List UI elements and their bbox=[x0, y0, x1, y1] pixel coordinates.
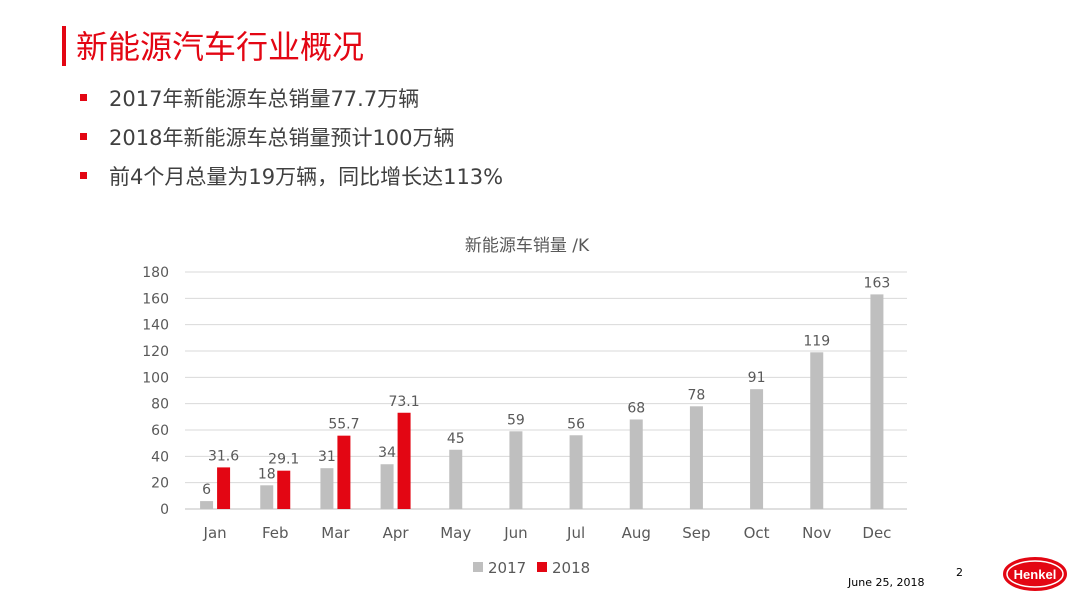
x-tick-label: Jun bbox=[503, 524, 527, 542]
bar-2017-feb bbox=[260, 485, 274, 509]
bar-2017-jul bbox=[569, 435, 583, 509]
bar-2017-nov bbox=[810, 352, 824, 509]
logo-text: Henkel bbox=[1014, 567, 1057, 582]
bar-2017-apr bbox=[380, 464, 394, 509]
x-tick-label: Jan bbox=[203, 524, 227, 542]
data-label: 91 bbox=[748, 370, 766, 386]
slide-date: June 25, 2018 bbox=[848, 576, 925, 589]
legend-swatch-2017 bbox=[473, 562, 483, 572]
data-label: 31 bbox=[318, 449, 336, 465]
chart-title: 新能源车销量 /K bbox=[465, 236, 590, 256]
bullet-item: 2017年新能源车总销量77.7万辆 bbox=[80, 78, 503, 117]
bullet-square-icon bbox=[80, 133, 87, 140]
bullet-item: 前4个月总量为19万辆，同比增长达113% bbox=[80, 156, 503, 195]
x-tick-label: Feb bbox=[262, 524, 289, 542]
y-tick-label: 20 bbox=[151, 476, 169, 492]
bullet-list: 2017年新能源车总销量77.7万辆 2018年新能源车总销量预计100万辆 前… bbox=[80, 78, 503, 195]
page-number: 2 bbox=[956, 566, 963, 579]
legend-swatch-2018 bbox=[537, 562, 547, 572]
x-tick-label: Aug bbox=[622, 524, 651, 542]
title-accent-bar bbox=[62, 26, 66, 66]
legend-label-2018: 2018 bbox=[552, 559, 590, 577]
x-tick-label: Oct bbox=[744, 524, 770, 542]
bar-2017-sep bbox=[689, 406, 703, 509]
data-label: 78 bbox=[688, 387, 706, 403]
data-label: 119 bbox=[803, 333, 830, 349]
x-tick-label: Mar bbox=[321, 524, 350, 542]
data-label: 68 bbox=[627, 400, 645, 416]
bullet-item: 2018年新能源车总销量预计100万辆 bbox=[80, 117, 503, 156]
legend-label-2017: 2017 bbox=[488, 559, 526, 577]
gridlines bbox=[185, 271, 907, 510]
bar-2017-jan bbox=[200, 501, 214, 509]
x-tick-label: Nov bbox=[802, 524, 831, 542]
y-tick-label: 120 bbox=[142, 344, 169, 360]
bullet-square-icon bbox=[80, 172, 87, 179]
y-tick-label: 0 bbox=[160, 502, 169, 518]
legend: 2017 2018 bbox=[473, 559, 590, 577]
bar-2017-may bbox=[449, 449, 463, 509]
x-tick-label: Apr bbox=[383, 524, 410, 542]
data-label: 163 bbox=[864, 275, 891, 291]
bullet-text: 前4个月总量为19万辆，同比增长达113% bbox=[109, 164, 504, 189]
bullet-square-icon bbox=[80, 94, 87, 101]
bar-2018-jan bbox=[217, 467, 231, 509]
data-label: 59 bbox=[507, 412, 525, 428]
y-tick-label: 40 bbox=[151, 449, 169, 465]
data-label: 6 bbox=[202, 482, 211, 498]
bullet-text: 2017年新能源车总销量77.7万辆 bbox=[109, 86, 420, 111]
y-tick-label: 140 bbox=[142, 318, 169, 334]
y-tick-label: 180 bbox=[142, 265, 169, 281]
data-label: 45 bbox=[447, 431, 465, 447]
bar-2017-mar bbox=[320, 468, 334, 509]
henkel-logo: Henkel bbox=[1003, 557, 1067, 591]
bar-2017-oct bbox=[750, 389, 764, 509]
y-tick-label: 160 bbox=[142, 291, 169, 307]
slide-title: 新能源汽车行业概况 bbox=[76, 28, 365, 66]
x-tick-label: Sep bbox=[682, 524, 710, 542]
x-tick-label: Jul bbox=[566, 524, 585, 542]
y-tick-label: 80 bbox=[151, 397, 169, 413]
bar-2017-jun bbox=[509, 431, 523, 509]
bar-2018-apr bbox=[397, 412, 411, 509]
y-axis-ticks: 0 20 40 60 80 100 120 140 160 180 bbox=[142, 265, 169, 518]
bar-2017-dec bbox=[870, 294, 884, 509]
x-tick-label: Dec bbox=[862, 524, 891, 542]
bar-2018-feb bbox=[277, 470, 291, 509]
y-tick-label: 100 bbox=[142, 370, 169, 386]
data-label: 18 bbox=[258, 466, 276, 482]
x-tick-label: May bbox=[440, 524, 471, 542]
data-label: 55.7 bbox=[328, 417, 359, 433]
bar-2017-aug bbox=[629, 419, 643, 509]
y-tick-label: 60 bbox=[151, 423, 169, 439]
data-label: 29.1 bbox=[268, 452, 299, 468]
data-label: 56 bbox=[567, 416, 585, 432]
bar-2018-mar bbox=[337, 435, 351, 509]
x-axis-ticks: Jan Feb Mar Apr May Jun Jul Aug Sep Oct Nov Dec bbox=[203, 524, 892, 542]
data-label: 34 bbox=[378, 445, 396, 461]
bullet-text: 2018年新能源车总销量预计100万辆 bbox=[109, 125, 455, 150]
data-label: 31.6 bbox=[208, 448, 239, 464]
data-label: 73.1 bbox=[388, 394, 419, 410]
